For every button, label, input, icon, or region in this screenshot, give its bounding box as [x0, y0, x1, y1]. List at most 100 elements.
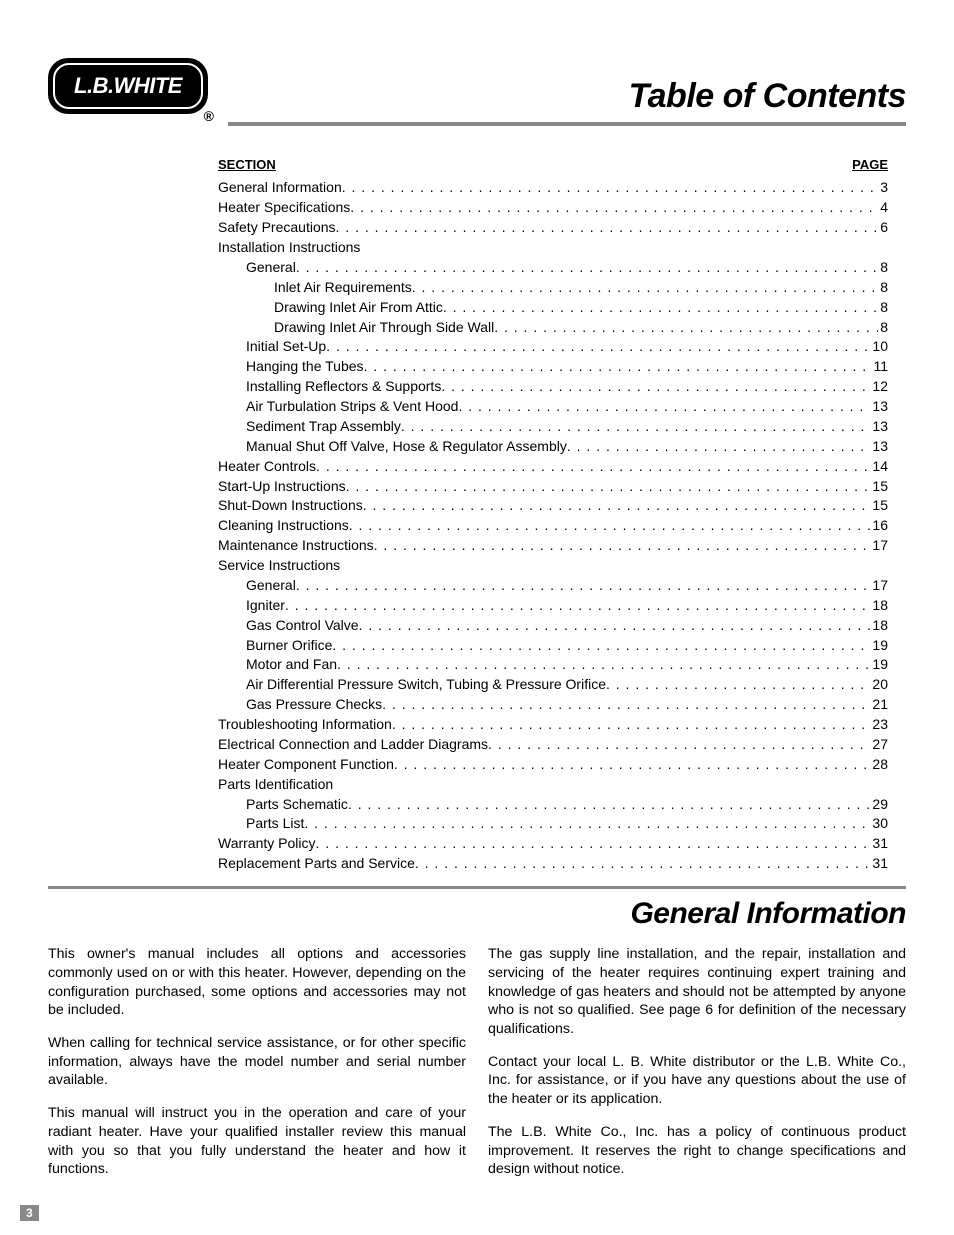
toc-page: 31	[870, 834, 888, 854]
toc-label: Heater Controls	[218, 457, 316, 477]
toc-row: Maintenance Instructions17	[218, 536, 888, 556]
toc-label: Air Turbulation Strips & Vent Hood	[246, 397, 458, 417]
toc-leader-dots	[441, 377, 870, 397]
toc-label: Electrical Connection and Ladder Diagram…	[218, 735, 488, 755]
toc-leader-dots	[349, 516, 871, 536]
section-title: General Information	[48, 897, 906, 931]
toc-label: General	[246, 258, 296, 278]
table-of-contents: Section Page General Information3Heater …	[218, 156, 888, 874]
toc-page: 17	[870, 576, 888, 596]
toc-row: Drawing Inlet Air Through Side Wall 8	[218, 318, 888, 338]
toc-label: Motor and Fan	[246, 655, 337, 675]
page-header: L.B.WHITE ® Table of Contents	[48, 58, 906, 116]
toc-label: Parts Identification	[218, 775, 333, 795]
toc-label: Gas Control Valve	[246, 616, 359, 636]
toc-page: 15	[870, 477, 888, 497]
toc-leader-dots	[285, 596, 871, 616]
toc-leader-dots	[296, 258, 878, 278]
toc-row: Cleaning Instructions16	[218, 516, 888, 536]
toc-row: Installing Reflectors & Supports12	[218, 377, 888, 397]
toc-row: Electrical Connection and Ladder Diagram…	[218, 735, 888, 755]
toc-label: Hanging the Tubes	[246, 357, 364, 377]
toc-row: Gas Control Valve18	[218, 616, 888, 636]
toc-row: Installation Instructions	[218, 238, 888, 258]
body-para: Contact your local L. B. White distribut…	[488, 1053, 906, 1109]
toc-page: 3	[878, 178, 888, 198]
toc-label: Drawing Inlet Air Through Side Wall	[274, 318, 494, 338]
toc-page: 23	[870, 715, 888, 735]
toc-page: 27	[870, 735, 888, 755]
toc-page: 20	[870, 675, 888, 695]
toc-page: 8	[878, 258, 888, 278]
toc-row: Safety Precautions6	[218, 218, 888, 238]
toc-label: Installation Instructions	[218, 238, 360, 258]
body-para: The L.B. White Co., Inc. has a policy of…	[488, 1123, 906, 1179]
toc-row: Hanging the Tubes 11	[218, 357, 888, 377]
toc-label: Gas Pressure Checks	[246, 695, 382, 715]
toc-row: Service Instructions	[218, 556, 888, 576]
toc-leader-dots	[342, 178, 878, 198]
toc-row: General 17	[218, 576, 888, 596]
toc-leader-dots	[392, 715, 871, 735]
toc-label: Service Instructions	[218, 556, 340, 576]
toc-row: Air Turbulation Strips & Vent Hood 13	[218, 397, 888, 417]
toc-row: Initial Set-Up10	[218, 337, 888, 357]
toc-row: Warranty Policy 31	[218, 834, 888, 854]
toc-label: Parts List	[246, 814, 304, 834]
toc-label: Air Differential Pressure Switch, Tubing…	[246, 675, 606, 695]
toc-label: Burner Orifice	[246, 636, 332, 656]
toc-leader-dots	[326, 337, 870, 357]
toc-label: Maintenance Instructions	[218, 536, 374, 556]
toc-label: Parts Schematic	[246, 795, 348, 815]
toc-page: 19	[870, 636, 888, 656]
registered-mark: ®	[204, 108, 214, 124]
column-left: This owner's manual includes all options…	[48, 945, 466, 1193]
toc-page: 13	[870, 417, 888, 437]
toc-row: Igniter18	[218, 596, 888, 616]
toc-label: General	[246, 576, 296, 596]
toc-label: Start-Up Instructions	[218, 477, 346, 497]
toc-leader-dots	[296, 576, 871, 596]
toc-leader-dots	[382, 695, 870, 715]
toc-leader-dots	[443, 298, 878, 318]
toc-label: Safety Precautions	[218, 218, 336, 238]
toc-page: 8	[878, 278, 888, 298]
divider-top	[228, 122, 906, 126]
toc-leader-dots	[348, 795, 870, 815]
body-para: When calling for technical service assis…	[48, 1034, 466, 1090]
toc-label: Installing Reflectors & Supports	[246, 377, 441, 397]
toc-page: 13	[870, 397, 888, 417]
toc-label: Inlet Air Requirements	[274, 278, 412, 298]
toc-page: 8	[878, 318, 888, 338]
toc-label: Replacement Parts and Service	[218, 854, 415, 874]
body-para: The gas supply line installation, and th…	[488, 945, 906, 1039]
toc-row: Heater Specifications4	[218, 198, 888, 218]
toc-leader-dots	[336, 218, 879, 238]
toc-page: 14	[870, 457, 888, 477]
toc-leader-dots	[458, 397, 870, 417]
toc-row: Parts List30	[218, 814, 888, 834]
column-right: The gas supply line installation, and th…	[488, 945, 906, 1193]
toc-leader-dots	[488, 735, 870, 755]
toc-leader-dots	[494, 318, 878, 338]
toc-page: 16	[870, 516, 888, 536]
toc-label: Manual Shut Off Valve, Hose & Regulator …	[246, 437, 567, 457]
toc-row: Troubleshooting Information23	[218, 715, 888, 735]
toc-row: Parts Schematic 29	[218, 795, 888, 815]
toc-row: Start-Up Instructions 15	[218, 477, 888, 497]
toc-leader-dots	[567, 437, 871, 457]
toc-leader-dots	[316, 834, 871, 854]
toc-page: 28	[870, 755, 888, 775]
toc-leader-dots	[412, 278, 878, 298]
toc-row: Replacement Parts and Service31	[218, 854, 888, 874]
toc-label: Warranty Policy	[218, 834, 316, 854]
toc-leader-dots	[363, 496, 871, 516]
toc-page: 29	[870, 795, 888, 815]
page-number: 3	[20, 1205, 39, 1221]
toc-row: Motor and Fan19	[218, 655, 888, 675]
toc-row: Gas Pressure Checks21	[218, 695, 888, 715]
page-title: Table of Contents	[629, 77, 906, 116]
toc-label: Shut-Down Instructions	[218, 496, 363, 516]
toc-page: 15	[870, 496, 888, 516]
toc-page: 11	[871, 357, 888, 377]
